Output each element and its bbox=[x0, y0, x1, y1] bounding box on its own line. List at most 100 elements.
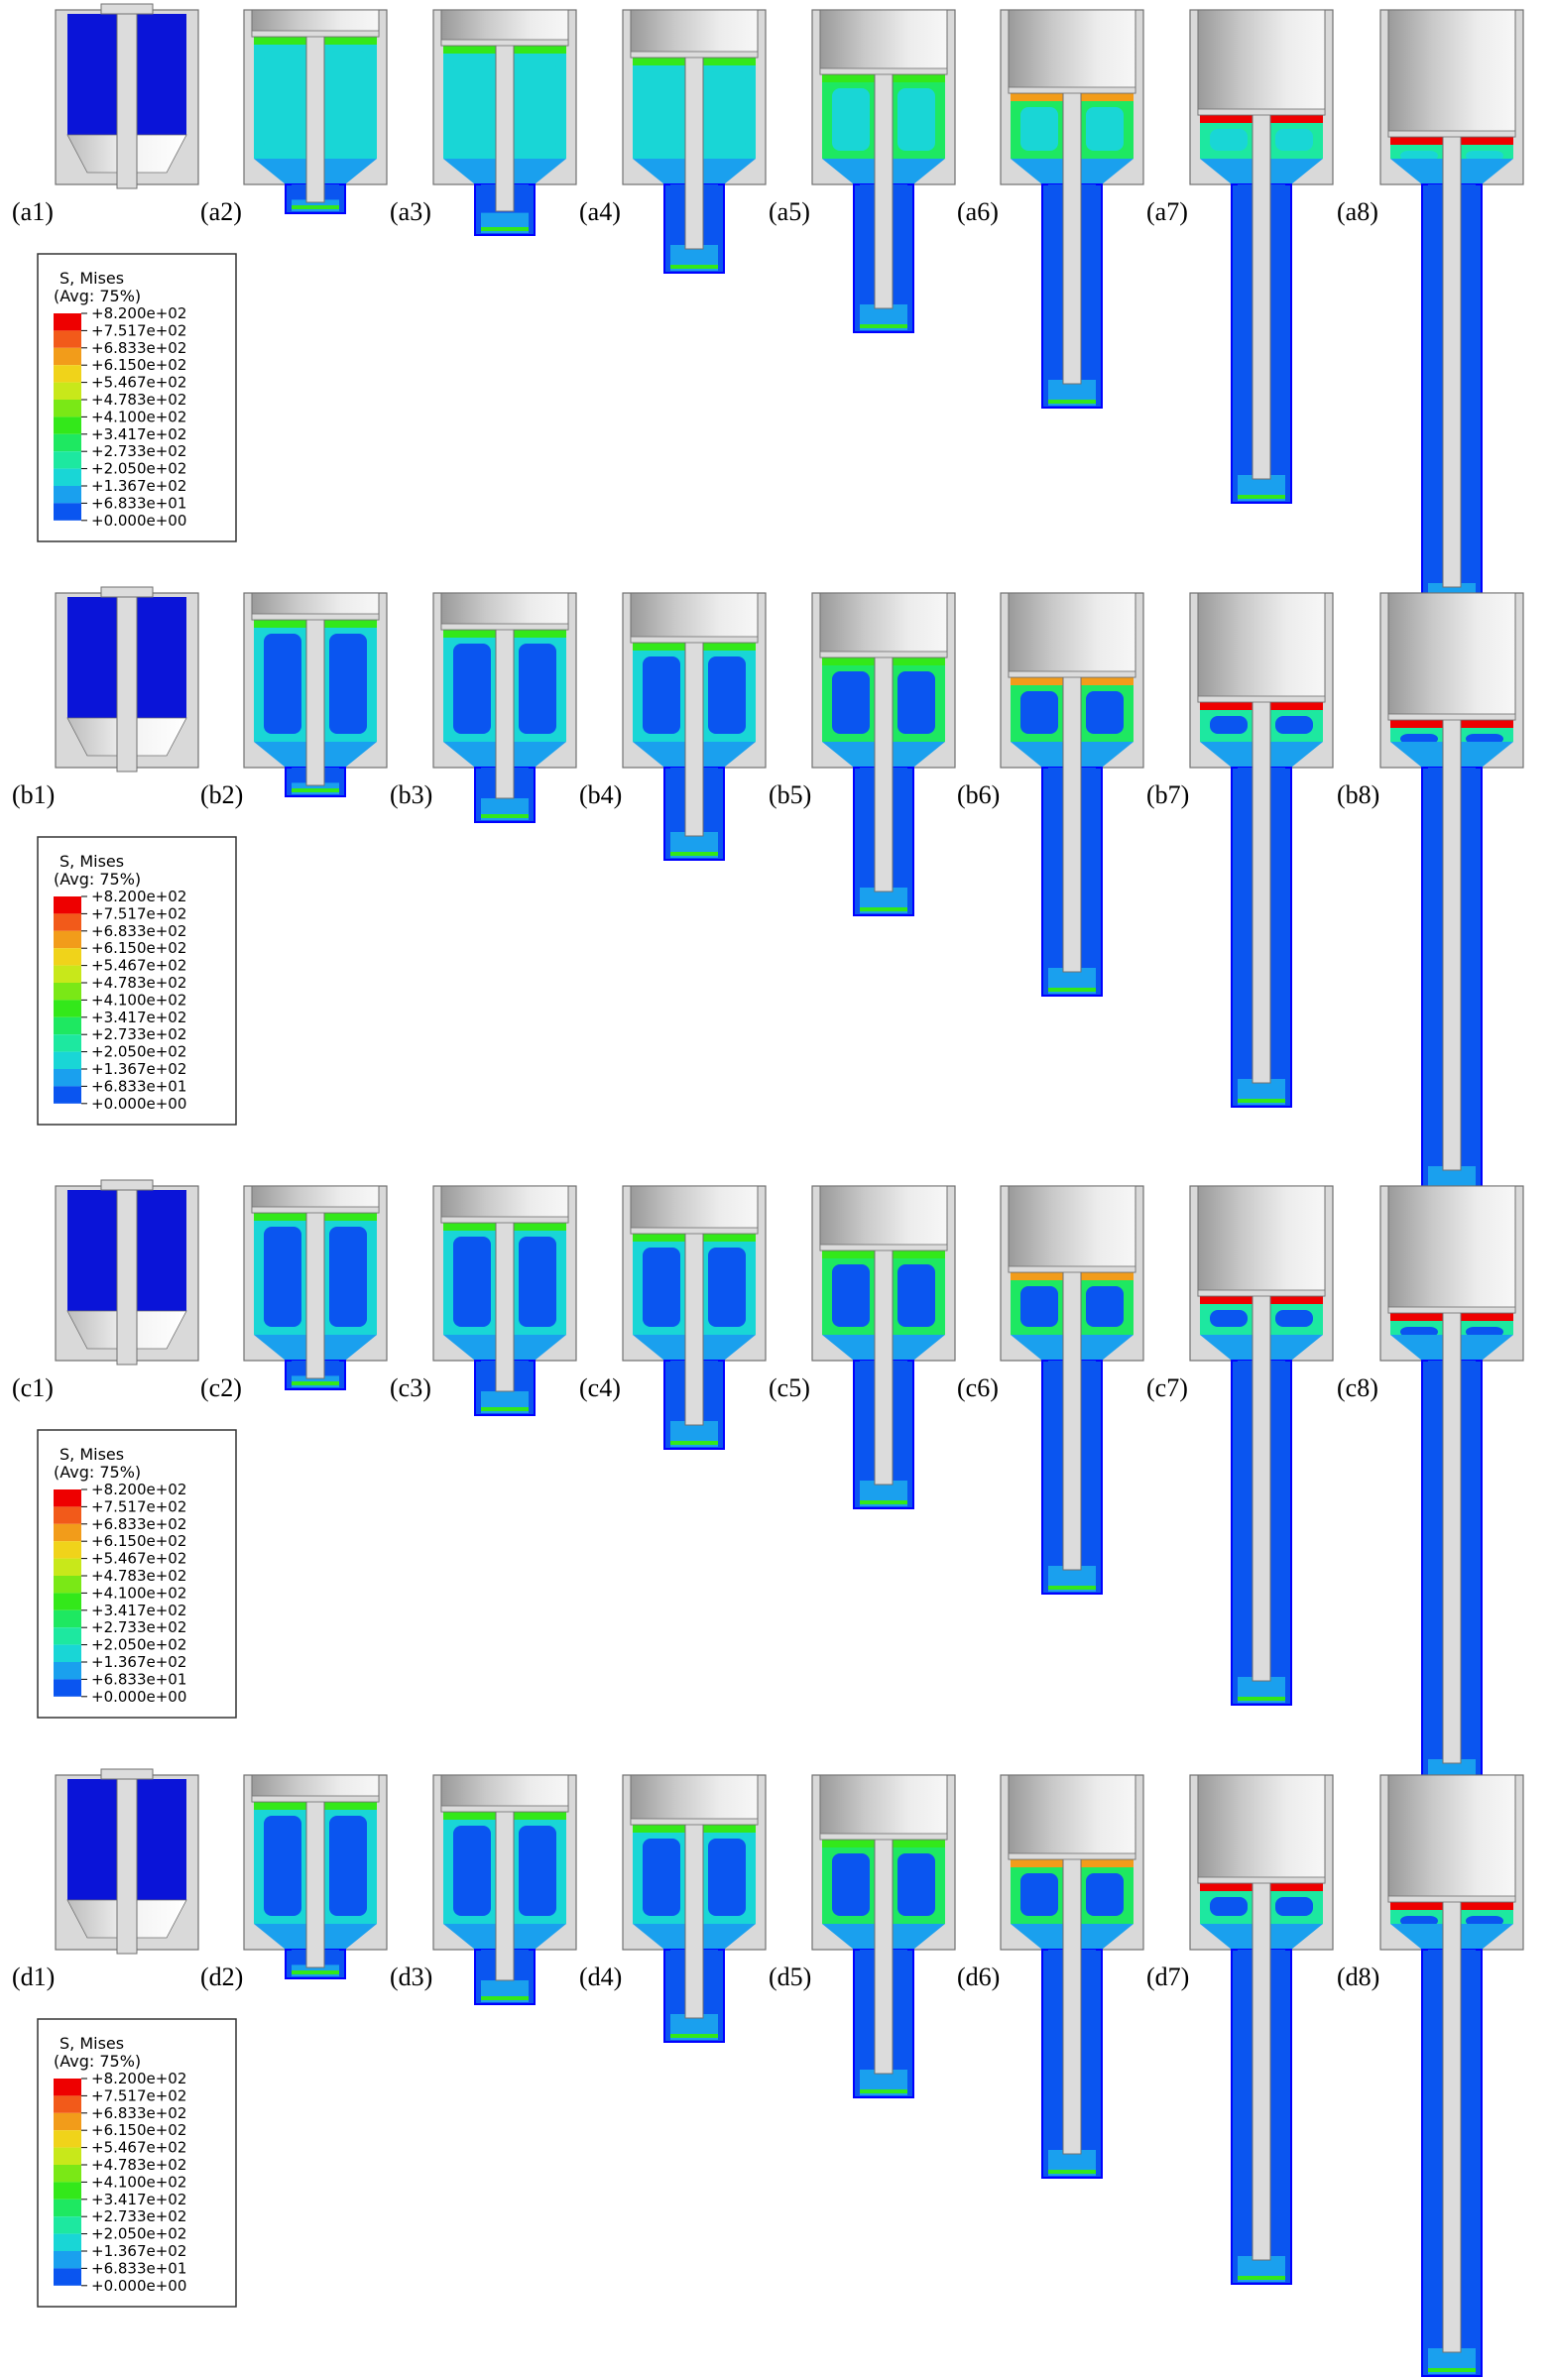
legend-swatch bbox=[54, 1523, 81, 1542]
simulation-panel bbox=[1189, 1774, 1334, 2285]
mandrel bbox=[116, 586, 138, 773]
legend-swatch bbox=[54, 503, 81, 521]
mandrel-head bbox=[251, 613, 380, 621]
simulation-panel bbox=[1000, 592, 1144, 997]
mandrel bbox=[116, 3, 138, 189]
billet-core-left bbox=[832, 88, 870, 151]
legend-swatch bbox=[54, 451, 81, 469]
mandrel-head bbox=[630, 1227, 759, 1235]
mandrel-head bbox=[100, 586, 154, 598]
legend-swatch bbox=[54, 1627, 81, 1645]
punch bbox=[1008, 9, 1136, 94]
legend-subtitle: (Avg: 75%) bbox=[54, 870, 141, 889]
legend-level-label: +4.100e+02 bbox=[91, 1584, 186, 1602]
billet-core-left bbox=[643, 1839, 680, 1916]
legend-level-label: +2.050e+02 bbox=[91, 1636, 186, 1654]
simulation-panel bbox=[811, 9, 956, 333]
legend-level-label: +3.417e+02 bbox=[91, 1009, 186, 1026]
simulation-panel bbox=[243, 592, 388, 797]
billet-core-left bbox=[1210, 1897, 1248, 1916]
panel-label: (d3) bbox=[390, 1963, 432, 1991]
simulation-panel bbox=[243, 1774, 388, 1979]
legend-level-label: +2.050e+02 bbox=[91, 460, 186, 478]
punch bbox=[1197, 592, 1326, 703]
simulation-row: (c1) (c2) (c3) (c4) (c5) (c6) (c7) (c8) S, Mises… bbox=[12, 1179, 1524, 1788]
mandrel-head bbox=[1197, 1876, 1326, 1884]
legend-level-label: +8.200e+02 bbox=[91, 1481, 186, 1498]
legend-swatch bbox=[54, 896, 81, 914]
legend-swatch bbox=[54, 313, 81, 331]
simulation-panel bbox=[1000, 1185, 1144, 1595]
tube-tip bbox=[292, 1381, 339, 1385]
legend-swatch bbox=[54, 2147, 81, 2165]
simulation-panel bbox=[432, 592, 577, 823]
legend-swatch bbox=[54, 2199, 81, 2217]
tube-tip bbox=[860, 1500, 907, 1504]
tube-tip bbox=[1048, 400, 1096, 404]
legend-swatch bbox=[54, 948, 81, 966]
simulation-panel bbox=[622, 1185, 767, 1450]
simulation-row: (b1) (b2) (b3) (b4) (b5) (b6) (b7) (b8) S, Mises… bbox=[12, 586, 1524, 1195]
billet-core-right bbox=[519, 1237, 556, 1327]
legend-level-label: +6.833e+02 bbox=[91, 2104, 186, 2122]
billet-core-right bbox=[329, 1816, 367, 1916]
legend-level-label: +2.733e+02 bbox=[91, 1618, 186, 1636]
mandrel-head bbox=[440, 1216, 569, 1224]
simulation-panel bbox=[1000, 1774, 1144, 2179]
mandrel-head bbox=[251, 1206, 380, 1214]
mandrel bbox=[495, 625, 515, 799]
stress-legend: S, Mises(Avg: 75%)+8.200e+02+7.517e+02+6… bbox=[37, 1429, 237, 1719]
stress-legend: S, Mises(Avg: 75%)+8.200e+02+7.517e+02+6… bbox=[37, 2018, 237, 2308]
mandrel-head bbox=[630, 1818, 759, 1826]
tube-tip bbox=[1238, 2276, 1285, 2280]
simulation-row: (d1) (d2) (d3) (d4) (d5) (d6) (d7) (d8) S, Mises… bbox=[12, 1768, 1524, 2377]
tube-tip bbox=[860, 907, 907, 911]
tube-tip bbox=[860, 2089, 907, 2093]
billet-core-right bbox=[708, 1248, 746, 1327]
legend-level-label: +8.200e+02 bbox=[91, 304, 186, 322]
mandrel bbox=[684, 1820, 704, 2019]
simulation-panel bbox=[1379, 1774, 1524, 2377]
legend-swatch bbox=[54, 983, 81, 1001]
mandrel bbox=[1442, 1308, 1462, 1764]
tube-tip bbox=[670, 265, 718, 269]
panel-label: (a6) bbox=[957, 197, 999, 226]
punch bbox=[1197, 1185, 1326, 1297]
simulation-panel bbox=[1189, 9, 1334, 504]
billet-core-right bbox=[897, 1264, 935, 1327]
legend-swatch bbox=[54, 486, 81, 504]
punch bbox=[1008, 1774, 1136, 1860]
billet-right bbox=[137, 1779, 186, 1900]
panel-label: (c4) bbox=[579, 1373, 621, 1402]
billet-core-right bbox=[1466, 1327, 1503, 1337]
tube-tip bbox=[481, 1996, 529, 2000]
panel-label: (c5) bbox=[769, 1373, 810, 1402]
mandrel bbox=[684, 1229, 704, 1426]
panel-label: (c7) bbox=[1146, 1373, 1188, 1402]
legend-level-label: +0.000e+00 bbox=[91, 512, 186, 530]
panel-label: (b6) bbox=[957, 780, 1000, 809]
billet-core-left bbox=[832, 1853, 870, 1916]
tube-tip bbox=[1238, 495, 1285, 499]
panel-label: (d6) bbox=[957, 1963, 1000, 1991]
mandrel-head bbox=[819, 1833, 948, 1841]
billet-core-left bbox=[832, 671, 870, 734]
mandrel-head bbox=[1387, 130, 1516, 138]
billet-core-right bbox=[708, 71, 746, 151]
legend-swatch bbox=[54, 1662, 81, 1680]
billet-core-left bbox=[1210, 129, 1248, 151]
legend-subtitle: (Avg: 75%) bbox=[54, 2052, 141, 2071]
legend-swatch bbox=[54, 1558, 81, 1576]
legend-swatch bbox=[54, 433, 81, 452]
punch bbox=[1387, 1185, 1516, 1314]
legend-subtitle: (Avg: 75%) bbox=[54, 1463, 141, 1482]
mandrel-head bbox=[251, 30, 380, 38]
mandrel bbox=[874, 1246, 894, 1486]
mandrel-head bbox=[251, 1795, 380, 1803]
billet-core-right bbox=[897, 88, 935, 151]
mandrel-head bbox=[100, 3, 154, 15]
billet-core-right bbox=[519, 1826, 556, 1916]
legend-swatch bbox=[54, 400, 81, 417]
mandrel bbox=[874, 69, 894, 309]
panel-label: (a3) bbox=[390, 197, 431, 226]
